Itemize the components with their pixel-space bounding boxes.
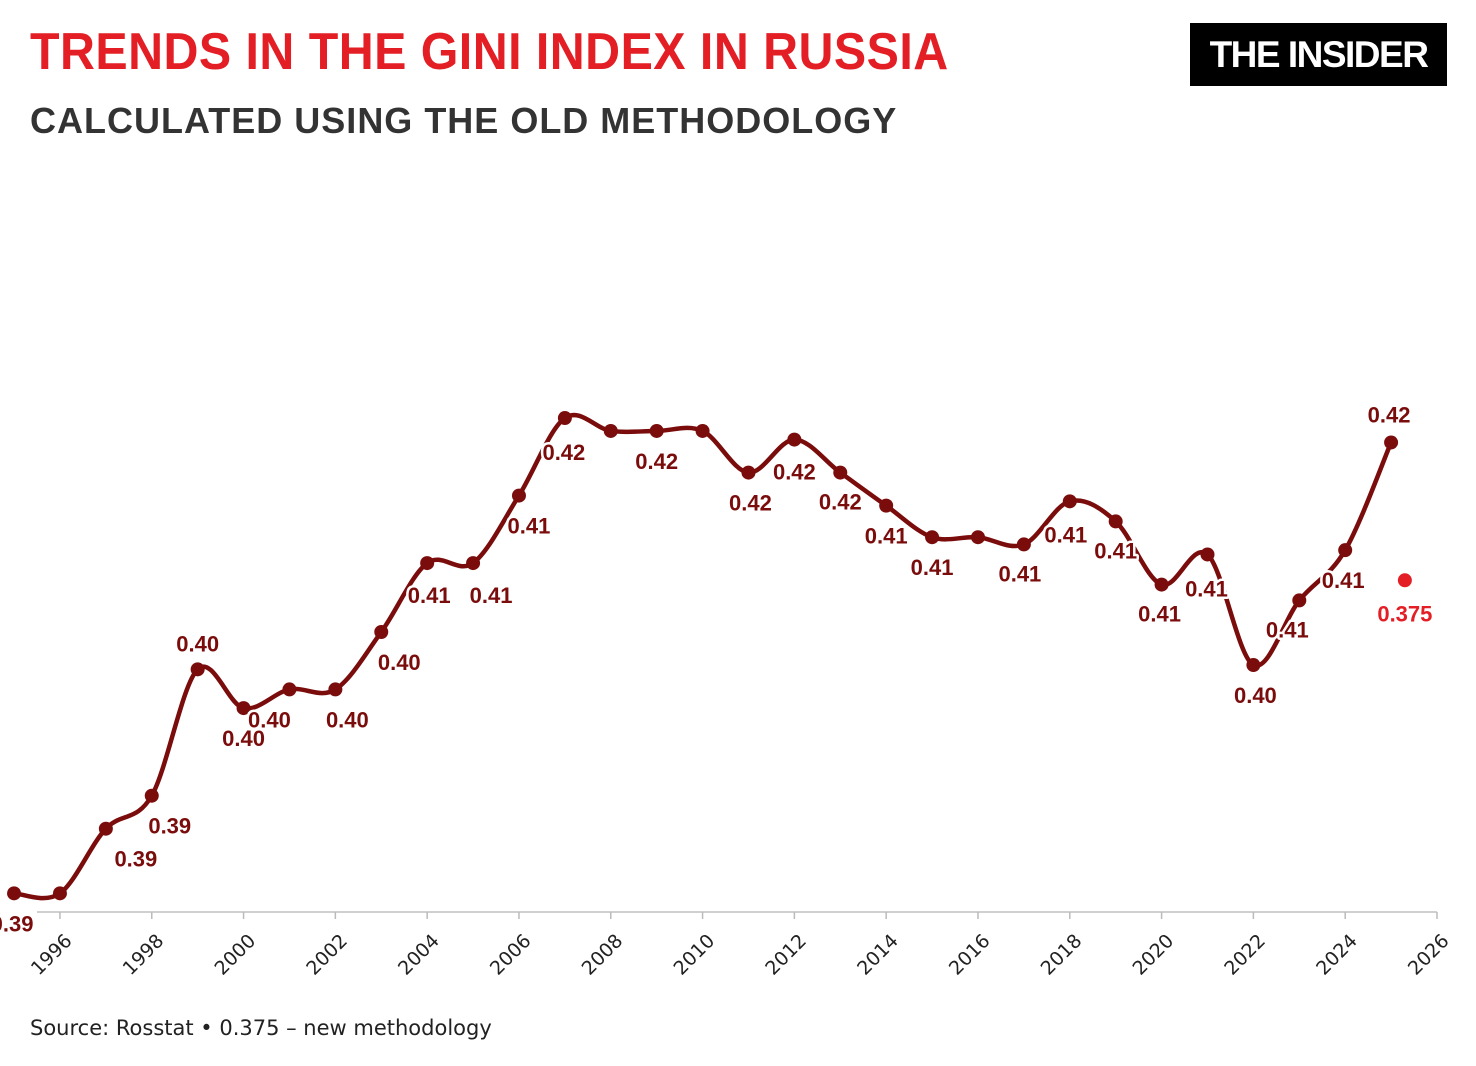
data-label: 0.41 [1094,538,1137,563]
x-axis: 1996 1998 2000 2002 2004 2006 2008 2010 2012 2014… [27,911,1454,980]
data-point [741,465,756,480]
data-label: 0.41 [998,561,1041,586]
data-point [1246,658,1261,673]
chart-title: TRENDS IN THE GINI INDEX IN RUSSIA [30,23,949,81]
x-tick-label: 2020 [1128,930,1178,980]
data-label: 0.41 [1044,522,1087,547]
x-tick-label: 2022 [1220,930,1270,980]
data-label: 0.41 [865,524,908,549]
data-point [1338,543,1353,558]
data-point [649,423,664,438]
data-point [328,682,343,697]
data-point [466,556,481,571]
data-label: 0.40 [222,726,265,751]
x-tick-label: 2024 [1312,930,1362,980]
x-tick-label: 2018 [1037,930,1087,980]
data-label: 0.42 [1368,402,1411,427]
data-label: 0.40 [1234,683,1277,708]
source-note: Source: Rosstat • 0.375 – new methodolog… [30,1016,492,1040]
data-point [7,886,22,901]
data-label: 0.41 [408,583,451,608]
data-label: 0.42 [729,491,772,516]
data-point [1062,494,1077,509]
data-point [879,498,894,513]
data-label: 0.41 [1322,568,1365,593]
data-point [282,682,297,697]
x-tick-label: 2008 [578,930,628,980]
series-line-layer [11,412,1394,901]
data-label: 0.39 [114,847,157,872]
x-tick-label: 1998 [119,930,169,980]
data-point [603,423,618,438]
data-point [52,886,67,901]
data-labels-layer: 0.390.390.390.400.400.400.400.400.410.41… [0,400,1432,939]
data-label: 0.40 [176,631,219,656]
data-point [1154,577,1169,592]
data-label: 0.39 [148,814,191,839]
data-label: 0.40 [248,707,291,732]
data-point [420,556,435,571]
x-tick-label: 2014 [853,930,903,980]
data-label: 0.42 [542,440,585,465]
x-tick-label: 2000 [210,930,260,980]
x-tick-label: 2006 [486,930,536,980]
chart-subtitle: CALCULATED USING THE OLD METHODOLOGY [30,100,898,141]
data-point [236,701,251,716]
data-points-layer [7,411,1412,901]
x-tick-label: 2026 [1404,930,1454,980]
data-point [1200,547,1215,562]
data-point [1016,537,1031,552]
data-point [511,488,526,503]
data-label: 0.42 [635,449,678,474]
data-point [1384,435,1399,450]
x-tick-label: 2002 [302,930,352,980]
data-label: 0.41 [911,555,954,580]
data-point [144,788,159,803]
data-label: 0.41 [508,514,551,539]
data-point [98,821,113,836]
x-tick-label: 2016 [945,930,995,980]
data-label: 0.40 [326,707,369,732]
data-label: 0.40 [378,650,421,675]
data-point [925,530,940,545]
x-tick-label: 2010 [669,930,719,980]
data-label: 0.41 [1185,576,1228,601]
data-point [833,465,848,480]
series-line [11,412,1394,901]
data-label: 0.41 [1138,602,1181,627]
the-insider-logo: THE INSIDER [1190,23,1447,86]
data-point [787,432,802,447]
new-methodology-point [1397,573,1412,588]
data-label: 0.39 [0,911,33,936]
data-point [1108,514,1123,529]
x-tick-label: 2004 [394,930,444,980]
data-label: 0.42 [819,490,862,515]
data-label: 0.41 [470,583,513,608]
x-tick-label: 1996 [27,930,77,980]
data-point [970,530,985,545]
data-point [1292,593,1307,608]
data-point [557,411,572,426]
data-point [190,662,205,677]
x-tick-label: 2012 [761,930,811,980]
data-label: 0.42 [773,460,816,485]
data-label: 0.41 [1266,617,1309,642]
data-point [374,624,389,639]
new-methodology-label: 0.375 [1377,601,1432,626]
data-point [695,423,710,438]
